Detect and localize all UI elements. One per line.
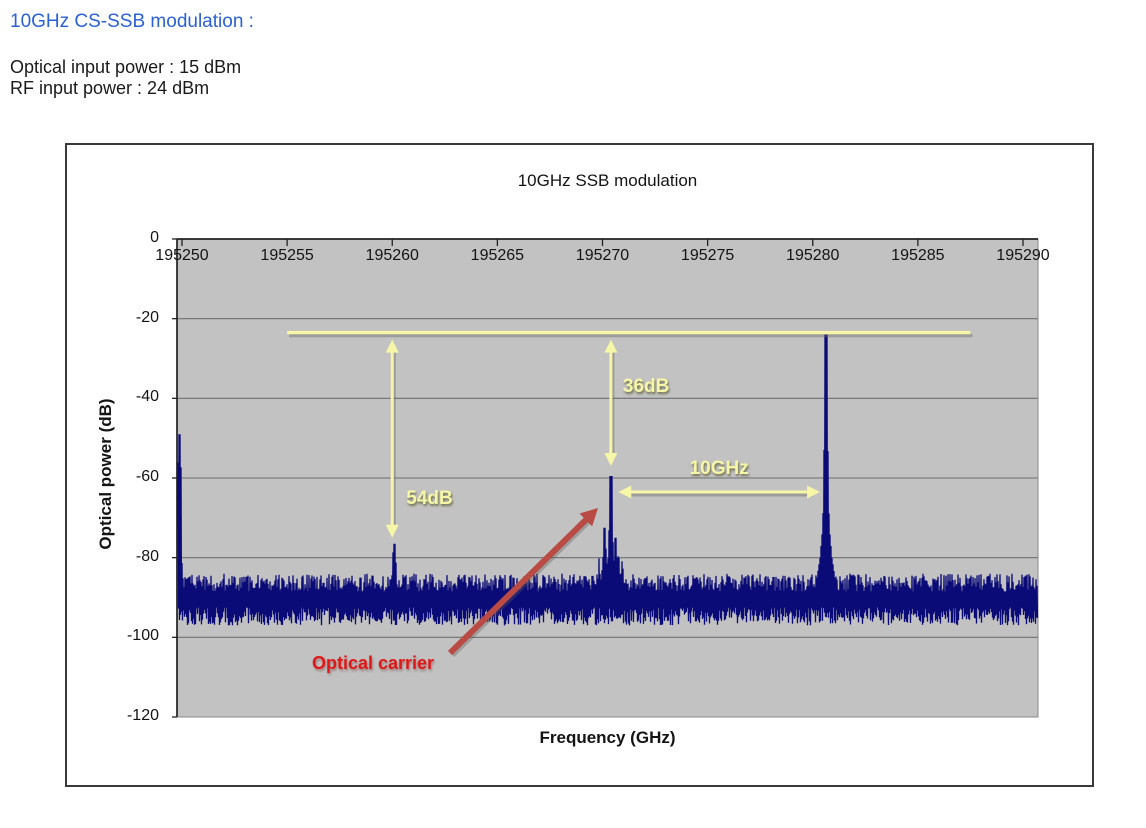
x-axis-title: Frequency (GHz) [539,728,676,747]
y-axis-tick-label: -20 [135,308,159,326]
x-axis-tick-label: 195285 [891,247,945,264]
chart-frame: 10GHz SSB modulation 195250 195255 195260 1… [65,143,1094,787]
page-title: 10GHz CS-SSB modulation : [10,11,254,32]
x-axis-tick-label: 195265 [470,247,525,264]
y-axis-tick-label: 0 [150,229,159,246]
y-axis-title: Optical power (dB) [96,398,115,550]
measurement-label-10ghz: 10GHz [689,457,749,479]
x-axis-tick-label: 195280 [786,247,840,264]
y-axis-tick-label: -120 [126,707,159,724]
y-axis-tick-label: -40 [135,388,159,406]
y-axis-tick-label: -60 [135,468,159,485]
y-axis-tick-label: -100 [126,627,159,645]
x-axis-tick-label: 195290 [996,247,1050,264]
rf-input-power-text: RF input power : 24 dBm [10,78,210,98]
y-axis-tick-label: -80 [135,547,159,565]
optical-carrier-label: Optical carrier [312,653,435,673]
x-axis-tick-label: 195250 [155,247,209,264]
x-axis-tick-label: 195270 [575,247,630,264]
x-axis-tick-label: 195255 [260,247,314,264]
chart-title: 10GHz SSB modulation [517,171,698,190]
measurement-label-36db: 36dB [622,376,670,398]
measurement-label-54db: 54dB [406,487,453,509]
x-axis-tick-label: 195275 [680,247,735,264]
spectrum-plot [172,238,1039,718]
x-axis-tick-label: 195260 [365,247,419,264]
optical-input-power-text: Optical input power : 15 dBm [10,57,242,77]
